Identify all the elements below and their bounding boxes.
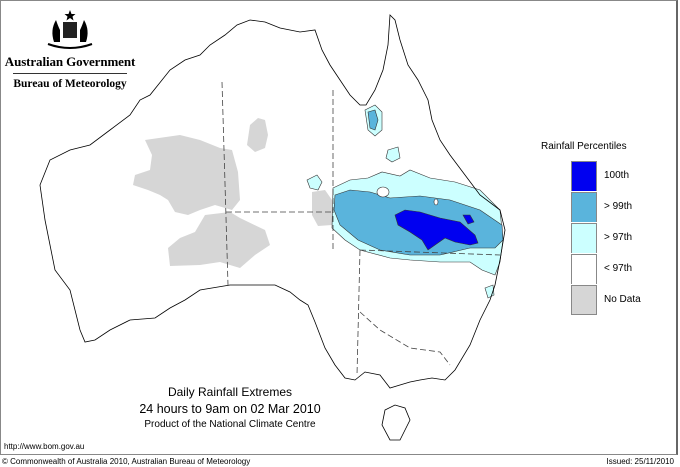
website-link[interactable]: http://www.bom.gov.au [4,442,85,451]
legend-label: No Data [604,294,641,305]
map-period: 24 hours to 9am on 02 Mar 2010 [139,402,321,416]
legend-item-97th: > 97th [571,222,641,253]
coat-of-arms-icon [47,10,93,49]
rainfall-100-region [394,209,479,251]
legend-label: > 97th [604,232,633,243]
legend-swatch [571,284,597,315]
legend-item-below-97th: < 97th [571,253,641,284]
map-producer: Product of the National Climate Centre [144,419,316,430]
legend-swatch [571,160,597,191]
agency-name: Bureau of Meteorology [13,78,127,90]
australia-rainfall-map [39,14,506,441]
legend-title: Rainfall Percentiles [541,141,627,152]
legend-swatch [571,222,597,253]
legend-item-100th: 100th [571,160,641,191]
australian-government-logo: Australian Government Bureau of Meteorol… [0,8,140,90]
legend-swatch [571,191,597,222]
coastline [39,14,506,441]
legend-label: 100th [604,170,630,181]
map-title-block: Daily Rainfall Extremes 24 hours to 9am … [120,384,340,431]
no-data-regions [133,118,332,268]
legend-item-no-data: No Data [571,284,641,315]
legend: Rainfall Percentiles 100th > 99th > 97th… [541,141,671,315]
legend-label: < 97th [604,263,633,274]
dry-holes [376,186,439,206]
map-frame [0,0,678,455]
issued-date: Issued: 25/11/2010 [606,457,674,466]
legend-label: > 99th [604,201,633,212]
organization-name: Australian Government [4,54,136,69]
copyright-text: © Commonwealth of Australia 2010, Austra… [2,457,251,466]
map-title: Daily Rainfall Extremes [167,385,293,399]
logo-divider [13,73,127,74]
state-borders [221,81,501,376]
legend-swatch [571,253,597,284]
legend-item-99th: > 99th [571,191,641,222]
